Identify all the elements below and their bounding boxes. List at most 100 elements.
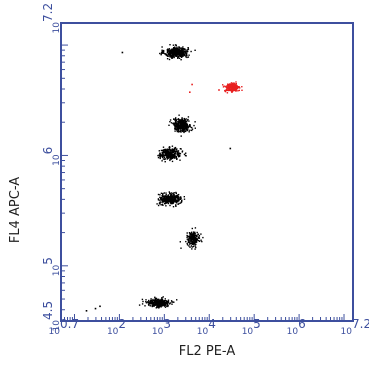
- event-point: [164, 300, 166, 302]
- event-point: [192, 234, 194, 236]
- event-point: [173, 123, 175, 125]
- event-point: [194, 127, 196, 129]
- event-point: [235, 81, 237, 83]
- y-minor-ticks: [61, 44, 68, 311]
- event-point: [171, 200, 173, 202]
- event-point: [193, 235, 196, 237]
- event-point: [173, 197, 175, 200]
- event-point: [180, 124, 183, 127]
- event-point: [164, 158, 166, 160]
- event-point: [184, 120, 187, 123]
- event-point: [180, 47, 183, 49]
- event-point: [179, 55, 182, 58]
- event-point: [166, 156, 168, 158]
- y-tick-label-exponent: 6: [41, 147, 55, 155]
- event-point: [201, 240, 203, 243]
- event-point: [154, 297, 156, 300]
- event-point: [177, 203, 180, 205]
- event-point: [194, 242, 196, 244]
- event-cluster-3: [156, 191, 186, 208]
- event-point: [177, 151, 179, 153]
- event-point: [179, 54, 181, 56]
- event-point: [167, 149, 169, 151]
- event-point: [186, 50, 188, 53]
- event-point: [162, 150, 164, 153]
- event-point: [228, 85, 230, 88]
- event-point: [177, 121, 180, 124]
- event-point: [176, 52, 179, 55]
- event-point: [179, 121, 182, 123]
- event-point: [172, 49, 174, 51]
- event-point: [183, 121, 185, 123]
- event-point: [193, 242, 195, 244]
- event-point: [174, 48, 176, 50]
- event-point: [159, 197, 162, 199]
- event-point: [180, 196, 182, 198]
- event-point: [183, 130, 185, 133]
- event-point: [169, 119, 172, 121]
- event-point: [176, 194, 179, 197]
- event-point: [174, 47, 176, 49]
- event-point: [166, 54, 168, 57]
- event-point: [167, 299, 170, 301]
- event-point: [222, 86, 225, 88]
- event-point: [174, 124, 176, 126]
- event-point: [169, 303, 171, 305]
- event-point: [170, 155, 172, 158]
- event-point: [172, 196, 174, 199]
- event-point: [177, 122, 180, 125]
- event-point: [175, 54, 177, 56]
- event-point: [178, 155, 180, 157]
- event-point: [187, 238, 189, 240]
- event-point: [161, 297, 163, 299]
- x-tick-label: 102: [107, 317, 126, 337]
- sparse-event-point: [121, 51, 124, 54]
- event-point: [164, 202, 166, 204]
- event-point: [158, 306, 160, 308]
- event-point: [174, 196, 176, 198]
- event-point: [230, 89, 233, 91]
- plot-frame: [60, 22, 354, 322]
- event-point: [170, 200, 172, 202]
- event-point: [168, 53, 170, 56]
- event-point: [180, 120, 182, 122]
- event-point: [190, 234, 192, 236]
- event-point: [183, 131, 185, 134]
- event-point: [155, 304, 157, 306]
- event-point: [224, 90, 227, 93]
- event-point: [165, 194, 167, 196]
- event-point: [169, 56, 171, 58]
- event-point: [159, 203, 161, 205]
- event-point: [178, 128, 180, 130]
- event-point: [173, 47, 175, 49]
- event-point: [167, 199, 169, 202]
- event-point: [164, 304, 167, 306]
- event-point: [187, 48, 190, 51]
- event-point: [181, 129, 183, 132]
- event-point: [172, 206, 175, 208]
- event-point: [179, 122, 181, 124]
- event-point: [181, 151, 183, 153]
- event-point: [164, 152, 167, 154]
- event-point: [189, 237, 192, 240]
- y-tick-label-exponent: 7.2: [41, 3, 55, 22]
- event-point: [187, 56, 190, 58]
- event-point: [158, 307, 160, 309]
- event-point: [166, 150, 168, 152]
- event-point: [169, 302, 172, 304]
- event-point: [176, 199, 178, 201]
- event-point: [167, 55, 169, 57]
- event-point: [180, 125, 182, 127]
- event-point: [173, 153, 175, 156]
- event-point: [194, 227, 197, 229]
- event-point: [174, 119, 176, 121]
- event-point: [179, 128, 182, 130]
- event-point: [166, 199, 168, 201]
- event-point: [193, 236, 195, 238]
- event-point: [178, 119, 180, 121]
- event-point: [176, 54, 178, 56]
- event-point: [194, 236, 197, 239]
- x-tick-label-exponent: 7.2: [352, 317, 369, 331]
- event-point: [180, 55, 182, 57]
